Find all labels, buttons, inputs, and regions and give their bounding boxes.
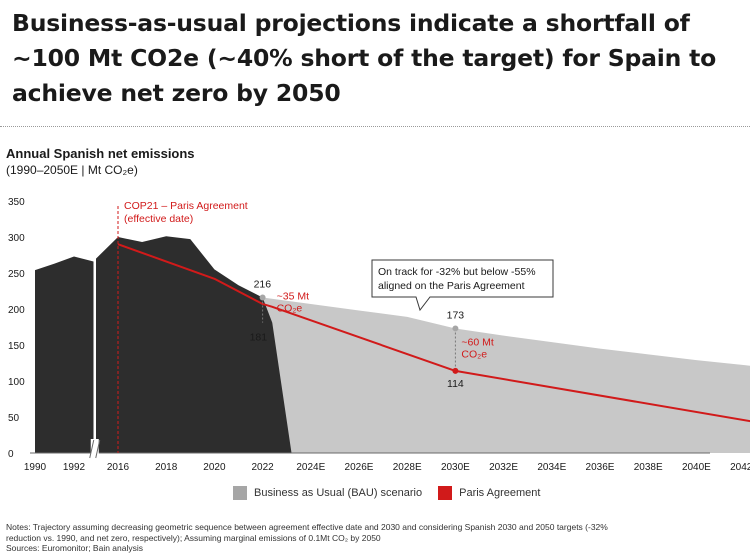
y-tick-label-200: 200: [8, 305, 25, 316]
x-tick-label-2026E: 2026E: [345, 462, 374, 473]
x-tick-label-2030E: 2030E: [441, 462, 470, 473]
marker-bau-2030: [452, 325, 459, 332]
cop21-label: COP21 – Paris Agreement: [124, 200, 248, 212]
x-tick-label-2036E: 2036E: [586, 462, 615, 473]
legend-label-paris: Paris Agreement: [459, 487, 541, 499]
x-tick-label-2034E: 2034E: [537, 462, 566, 473]
legend-swatch-bau: [233, 486, 247, 500]
chart-subtitle: (1990–2050E | Mt CO₂e): [6, 163, 138, 177]
x-tick-label-2038E: 2038E: [634, 462, 663, 473]
gap-label-2-line2: CO₂e: [461, 348, 487, 360]
y-tick-label-100: 100: [8, 377, 25, 388]
callout-line2: aligned on the Paris Agreement: [378, 280, 525, 292]
notes-line-1: Notes: Trajectory assuming decreasing ge…: [6, 522, 608, 532]
callout-line1: On track for -32% but below -55%: [378, 266, 536, 278]
x-tick-label-2016: 2016: [107, 462, 130, 473]
axis-break-mark-1: [89, 439, 95, 459]
x-tick-label-2040E: 2040E: [682, 462, 711, 473]
y-tick-label-350: 350: [8, 197, 25, 208]
chart-title: Annual Spanish net emissions: [6, 146, 195, 161]
marker-bau-2022: [259, 294, 266, 301]
gap-label-2-line1: ~60 Mt: [461, 336, 493, 348]
chart-legend: Business as Usual (BAU) scenario Paris A…: [233, 486, 556, 500]
gap-label-1-line1: ~35 Mt: [277, 290, 309, 302]
x-tick-label-2028E: 2028E: [393, 462, 422, 473]
x-tick-label-2042E: 2042E: [730, 462, 750, 473]
notes-line-2: reduction vs. 1990, and net zero, respec…: [6, 532, 381, 543]
callout-box: [371, 259, 554, 312]
value-label-181: 181: [250, 332, 268, 344]
value-label-173: 173: [447, 309, 465, 321]
y-tick-label-300: 300: [8, 233, 25, 244]
marker-paris-2030: [452, 367, 459, 374]
footnotes: Notes: Trajectory assuming decreasing ge…: [6, 522, 746, 554]
historical-area-1: [35, 256, 94, 453]
x-tick-label-1992: 1992: [63, 462, 86, 473]
headline: Business-as-usual projections indicate a…: [12, 9, 717, 107]
x-tick-label-2024E: 2024E: [296, 462, 325, 473]
axis-break-gap: [90, 439, 99, 459]
axis-break-mark-2: [95, 439, 101, 459]
x-tick-label-2032E: 2032E: [489, 462, 518, 473]
legend-item-paris: Paris Agreement: [438, 486, 540, 500]
paris-agreement-line: [117, 243, 750, 423]
sources-line: Sources: Euromonitor; Bain analysis: [6, 543, 144, 553]
historical-area-2: [96, 236, 292, 453]
value-label-114: 114: [447, 378, 464, 390]
x-tick-label-2022: 2022: [251, 462, 274, 473]
y-tick-label-0: 0: [8, 449, 14, 460]
legend-label-bau: Business as Usual (BAU) scenario: [254, 487, 423, 499]
y-tick-label-150: 150: [8, 341, 25, 352]
value-label-216: 216: [254, 278, 272, 290]
x-tick-label-2018: 2018: [155, 462, 178, 473]
divider: [0, 126, 750, 127]
legend-item-bau: Business as Usual (BAU) scenario: [233, 486, 422, 500]
legend-swatch-paris: [438, 486, 453, 500]
cop21-sublabel: (effective date): [124, 213, 193, 225]
y-tick-label-50: 50: [8, 413, 20, 424]
x-tick-label-1990: 1990: [24, 462, 47, 473]
gap-label-1-line2: CO₂e: [277, 302, 303, 314]
bau-area: [262, 297, 750, 453]
y-tick-label-250: 250: [8, 269, 25, 280]
x-tick-label-2020: 2020: [203, 462, 226, 473]
